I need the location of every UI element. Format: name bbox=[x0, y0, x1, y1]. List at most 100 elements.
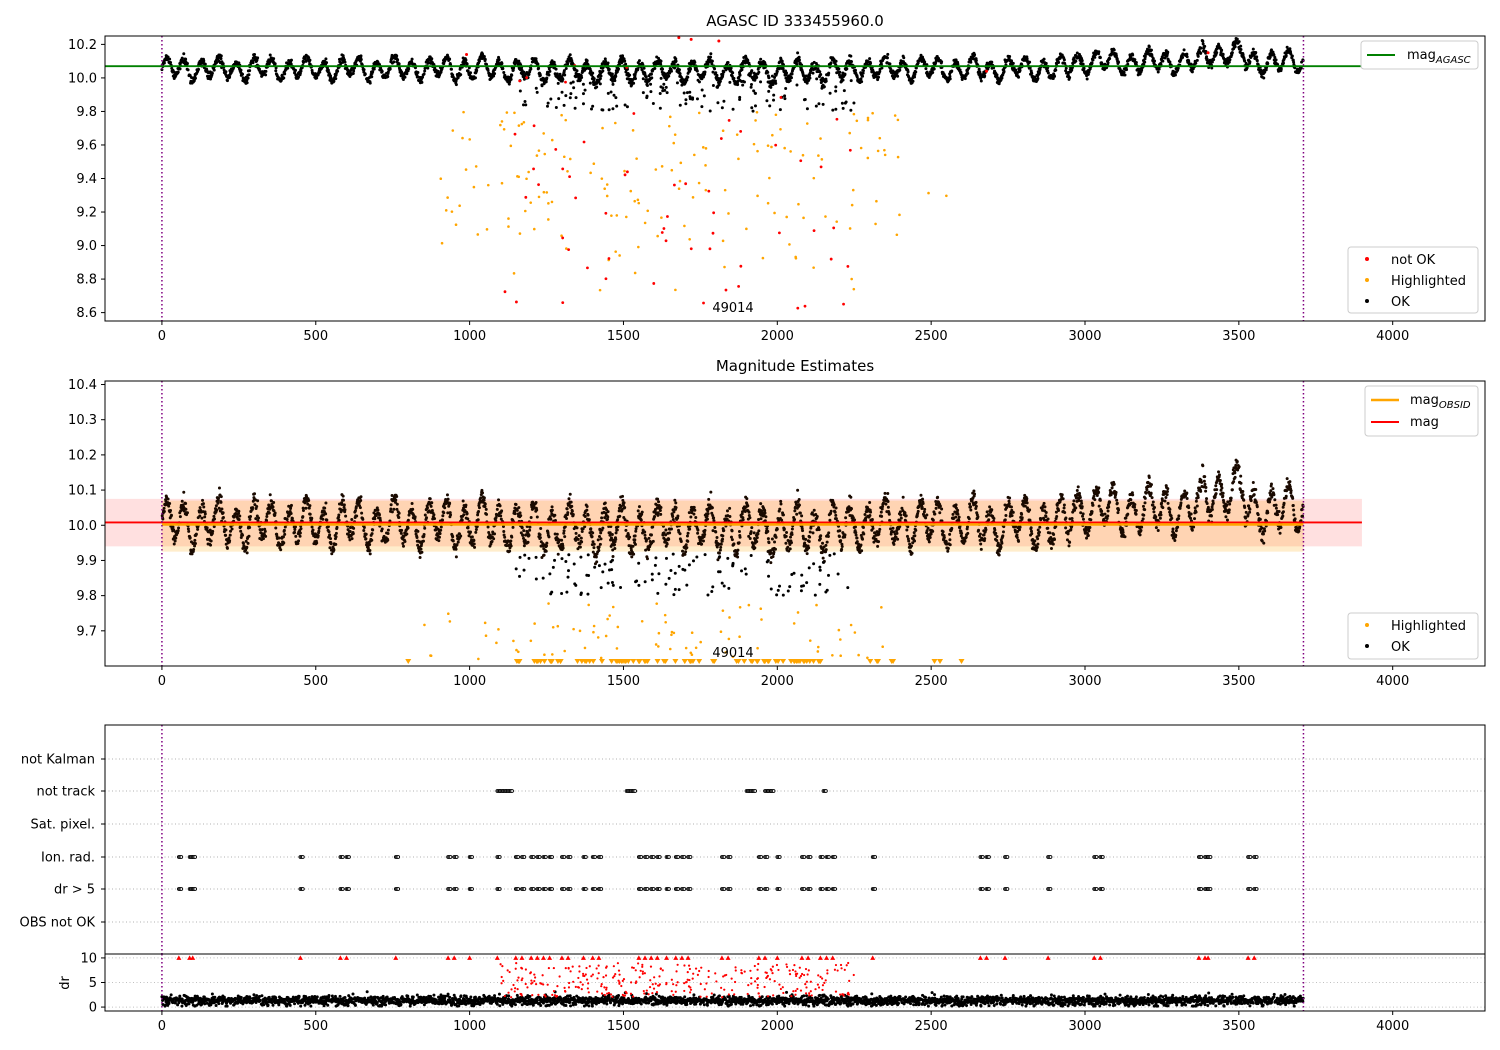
ok-point bbox=[518, 511, 522, 515]
ok-point bbox=[396, 58, 400, 62]
ok-point bbox=[594, 555, 598, 559]
ok-point bbox=[1086, 72, 1090, 76]
ok-point bbox=[778, 108, 782, 112]
ok-point bbox=[749, 85, 753, 89]
ok-point bbox=[514, 502, 518, 506]
highlighted-point bbox=[802, 216, 805, 220]
ok-point bbox=[613, 547, 617, 551]
ok-point bbox=[528, 525, 532, 529]
ok-point bbox=[759, 57, 763, 61]
ok-point bbox=[294, 534, 298, 538]
highlighted-point bbox=[673, 133, 677, 136]
highlighted-point bbox=[874, 222, 877, 226]
ok-point bbox=[1203, 44, 1207, 48]
ok-point bbox=[186, 68, 190, 72]
ok-point bbox=[834, 59, 838, 63]
not-ok-point bbox=[689, 247, 693, 251]
ok-point bbox=[198, 506, 202, 510]
ok-point bbox=[662, 82, 666, 86]
ok-point bbox=[241, 533, 245, 537]
highlighted-point bbox=[547, 218, 550, 221]
ok-point bbox=[178, 67, 182, 71]
ok-point bbox=[355, 514, 359, 518]
not-ok-point bbox=[835, 117, 839, 121]
ok-point bbox=[611, 555, 615, 559]
ok-point bbox=[172, 542, 176, 546]
ok-point bbox=[811, 71, 815, 75]
highlighted-point bbox=[476, 233, 480, 236]
ok-point bbox=[796, 51, 800, 55]
ok-point bbox=[575, 69, 579, 73]
ok-point bbox=[565, 517, 569, 521]
not-ok-point bbox=[673, 183, 676, 187]
not-ok-point bbox=[684, 182, 688, 186]
ok-point bbox=[1272, 53, 1276, 57]
highlighted-point bbox=[812, 266, 815, 269]
ok-point bbox=[821, 102, 825, 106]
ok-point bbox=[433, 66, 437, 70]
ok-point bbox=[932, 67, 936, 71]
highlighted-point bbox=[697, 111, 701, 115]
not-ok-point bbox=[503, 290, 507, 294]
ok-point bbox=[209, 539, 213, 543]
highlighted-point bbox=[817, 154, 820, 157]
ok-point bbox=[219, 54, 223, 58]
ok-point bbox=[296, 542, 300, 546]
not-ok-point bbox=[664, 239, 668, 243]
ok-point bbox=[1243, 59, 1247, 63]
ok-point bbox=[695, 97, 699, 101]
ok-point bbox=[797, 55, 801, 59]
ok-point bbox=[675, 81, 679, 85]
ok-point bbox=[931, 70, 935, 74]
ok-point bbox=[334, 531, 338, 535]
highlighted-point bbox=[601, 126, 604, 130]
ok-point bbox=[324, 501, 328, 505]
not-ok-point bbox=[985, 69, 989, 73]
magnitude-estimates-panel: Magnitude Estimates 0 500 1000 1500 2000 2500… bbox=[68, 357, 1486, 689]
ok-point bbox=[180, 499, 184, 503]
ok-point bbox=[553, 513, 557, 517]
ok-point bbox=[610, 72, 614, 76]
ok-point bbox=[239, 68, 243, 72]
ok-point bbox=[241, 72, 245, 76]
ok-point bbox=[438, 532, 442, 536]
highlighted-point bbox=[566, 170, 569, 173]
ok-point bbox=[720, 106, 724, 110]
chart-title-agasc: AGASC ID 333455960.0 bbox=[706, 12, 884, 30]
ok-point bbox=[428, 497, 432, 501]
ok-point bbox=[645, 84, 649, 88]
ok-point bbox=[600, 516, 604, 520]
ok-point bbox=[239, 536, 243, 540]
ok-point bbox=[966, 71, 970, 75]
ok-point bbox=[308, 58, 312, 62]
ok-point bbox=[423, 69, 427, 73]
ok-point bbox=[716, 101, 720, 105]
ok-point bbox=[359, 54, 363, 58]
ok-point bbox=[190, 552, 194, 556]
ok-point bbox=[603, 501, 607, 505]
ok-point bbox=[522, 70, 526, 74]
y-tick-label: 10.0 bbox=[68, 71, 97, 86]
ok-point bbox=[173, 539, 177, 543]
ok-point bbox=[485, 62, 489, 66]
ok-point bbox=[518, 89, 522, 93]
highlighted-point bbox=[927, 191, 930, 195]
ok-point bbox=[636, 67, 640, 71]
ok-point bbox=[407, 67, 411, 71]
highlighted-point bbox=[523, 209, 527, 213]
highlighted-point bbox=[550, 138, 554, 142]
ok-point bbox=[819, 73, 823, 77]
ok-point bbox=[400, 70, 404, 74]
highlighted-point bbox=[850, 203, 854, 207]
ok-point bbox=[878, 69, 882, 73]
ok-point bbox=[538, 533, 542, 537]
ok-point bbox=[364, 537, 368, 541]
ok-point bbox=[289, 511, 293, 515]
ok-point bbox=[1054, 68, 1058, 72]
highlighted-point bbox=[876, 149, 880, 153]
highlighted-point bbox=[614, 121, 617, 125]
ok-point bbox=[709, 52, 713, 56]
ok-point bbox=[1063, 61, 1067, 65]
ok-point bbox=[364, 532, 368, 536]
ok-point bbox=[169, 508, 173, 512]
